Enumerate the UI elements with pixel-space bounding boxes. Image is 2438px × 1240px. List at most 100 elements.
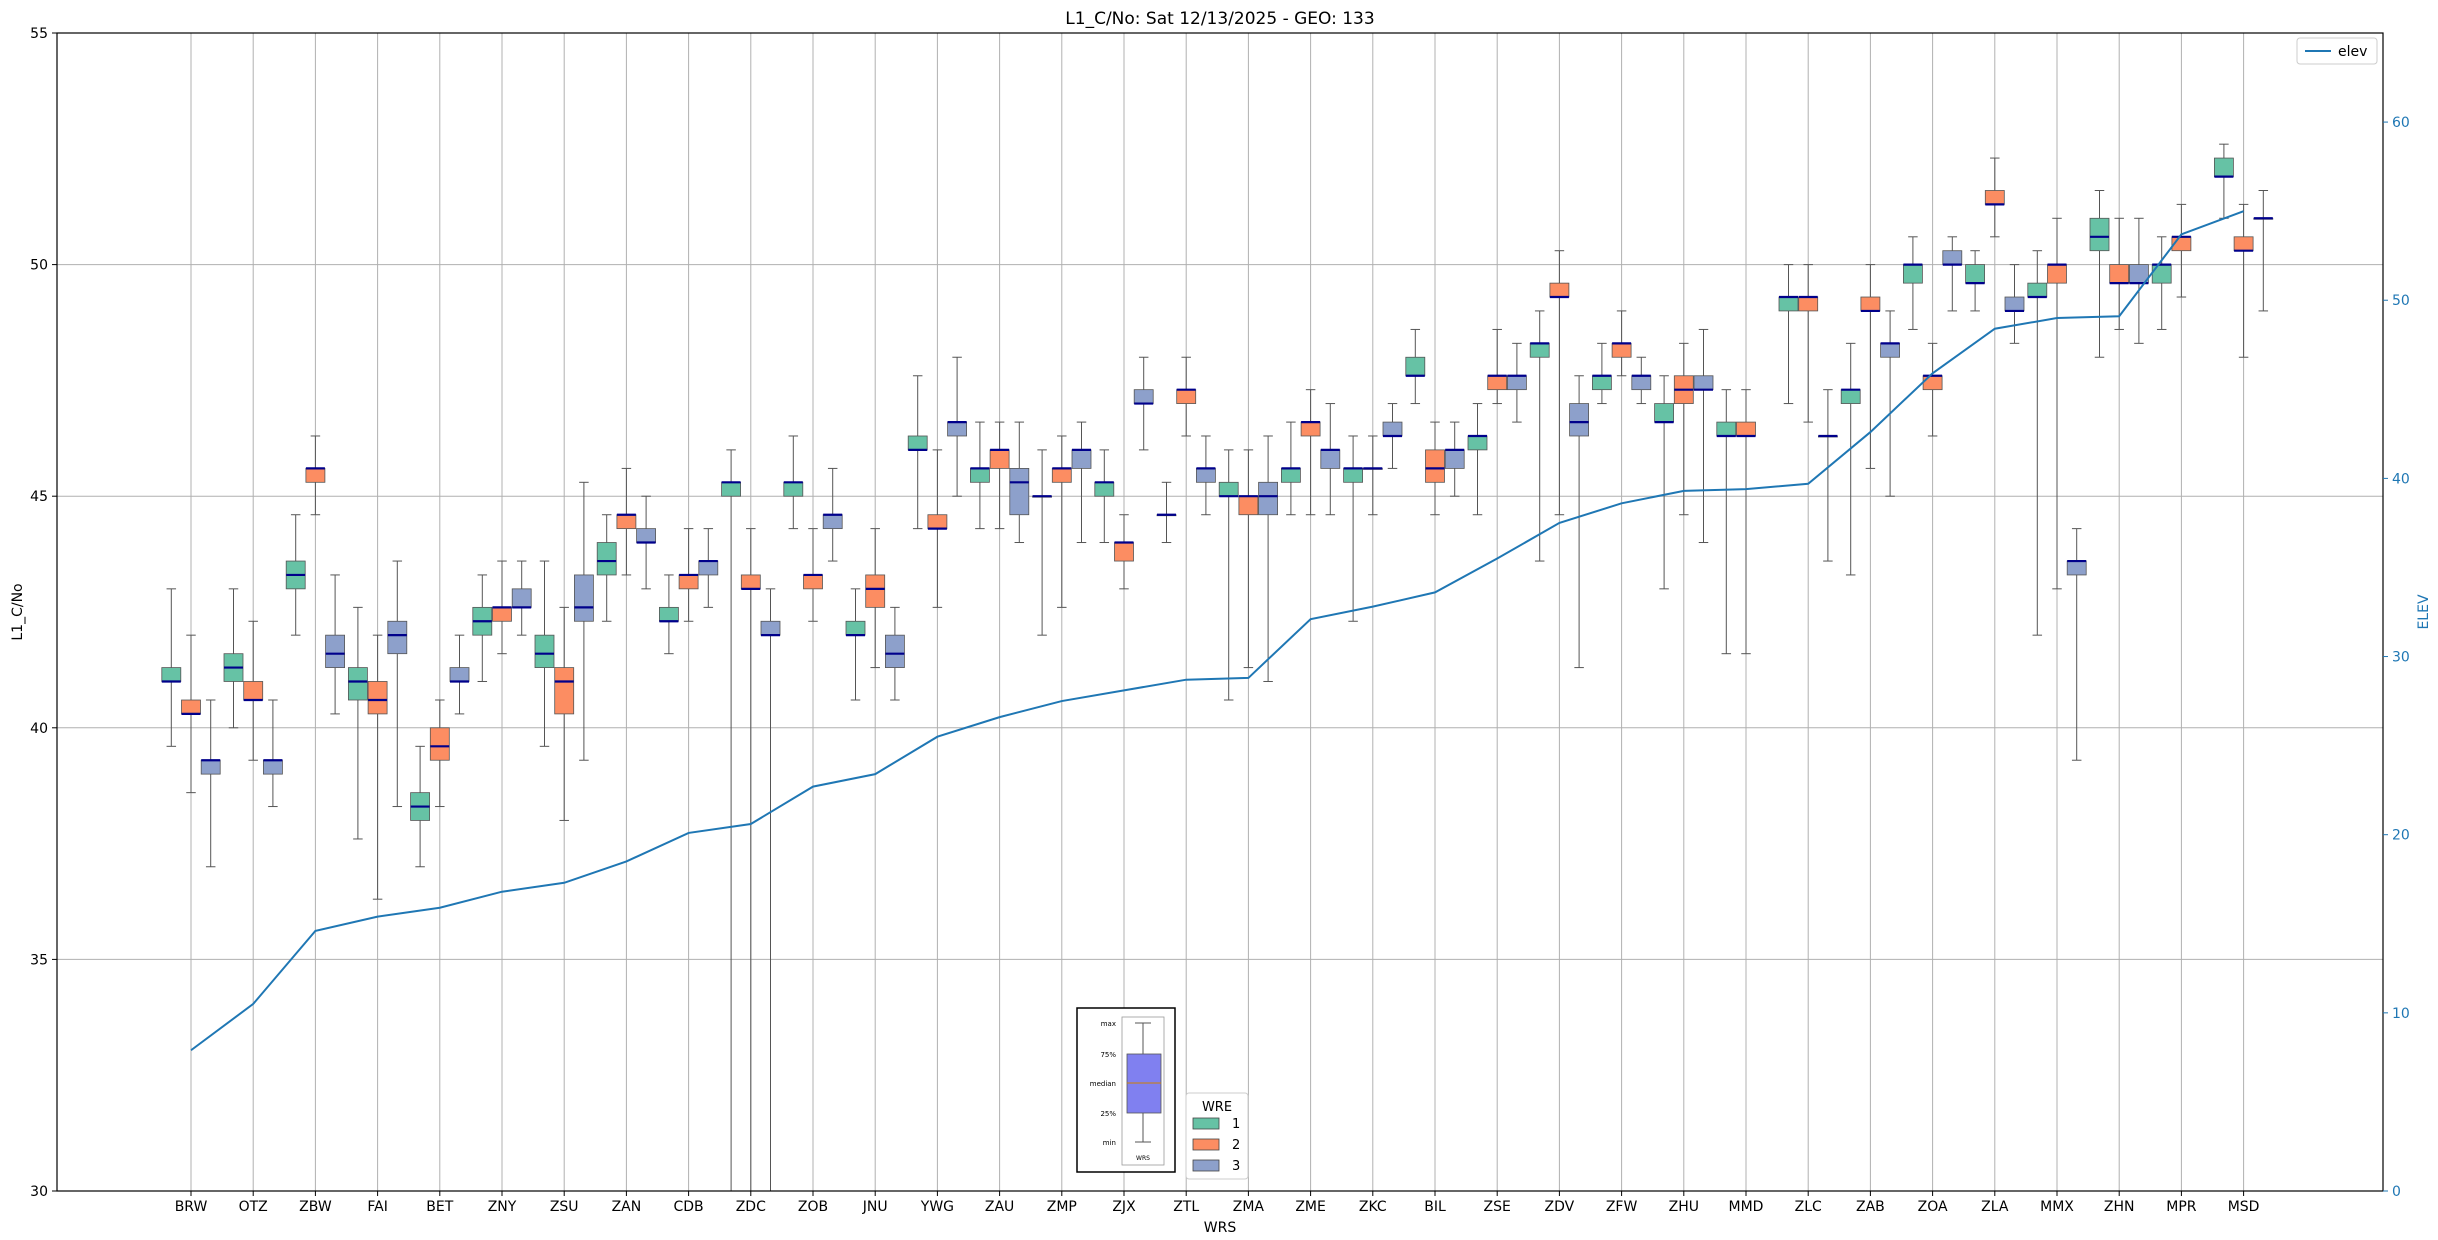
- box-mmd-1: [1716, 421, 1737, 437]
- x-tick-label: ZLA: [1981, 1199, 2009, 1215]
- box-zoa-2: [1922, 375, 1943, 391]
- wre-legend-label-3: 3: [1232, 1159, 1240, 1174]
- box-zsu-1: [534, 634, 555, 668]
- box-zsu-2: [554, 667, 575, 715]
- box-zkc-3: [1382, 421, 1403, 437]
- x-tick-label: ZTL: [1173, 1199, 1199, 1215]
- box-zjx-3: [1133, 389, 1154, 404]
- elev-line-layer: [190, 210, 2244, 1052]
- box-layer: [161, 157, 2274, 821]
- box-zab-3: [1880, 342, 1900, 358]
- box-zma-3: [1258, 481, 1278, 516]
- x-tick-label: YWG: [920, 1199, 954, 1215]
- box-zse-3: [1507, 375, 1527, 391]
- wre-legend-swatch-2: [1192, 1138, 1220, 1151]
- wre-legend-label-2: 2: [1232, 1138, 1240, 1153]
- box-zob-2: [803, 574, 823, 590]
- y-tick-label: 45: [30, 489, 48, 505]
- key-label-min: min: [1103, 1139, 1116, 1147]
- box-cdb-3: [698, 560, 719, 576]
- box-zab-1: [1840, 389, 1861, 404]
- y2-tick-label: 10: [2392, 1006, 2410, 1022]
- x-tick-label: ZFW: [1606, 1199, 1638, 1215]
- y2-axis-label: ELEV: [2416, 594, 2432, 629]
- box-zbw-2: [305, 468, 326, 483]
- box-zdv-2: [1549, 282, 1570, 298]
- box-ztl-2: [1176, 389, 1197, 404]
- axes-layer: 30 35 40 45 50 55 0 10 20 30 40 50 60 BRW OTZ ZBW FAI BET…: [30, 26, 2410, 1215]
- plot-frame: [56, 32, 2384, 1192]
- x-tick-label: ZAB: [1856, 1199, 1885, 1215]
- box-brw-1: [161, 667, 182, 682]
- box-jnu-2: [865, 574, 886, 608]
- box-zme-2: [1300, 421, 1321, 437]
- box-zdc-2: [740, 574, 761, 590]
- box-zdv-3: [1569, 403, 1589, 437]
- boxplot-key-inset: max 75% median 25% min WRS: [1076, 1007, 1176, 1173]
- box-zau-3: [1009, 468, 1030, 516]
- box-bil-2: [1425, 449, 1445, 483]
- y-tick-label: 50: [30, 258, 48, 274]
- key-label-75: 75%: [1100, 1051, 1116, 1059]
- box-zme-3: [1320, 449, 1341, 469]
- box-zla-2: [1984, 190, 2005, 205]
- x-tick-label: ZDC: [736, 1199, 766, 1215]
- elev-line: [190, 210, 2244, 1052]
- box-bil-1: [1405, 356, 1426, 377]
- x-tick-label: ZJX: [1112, 1199, 1136, 1215]
- box-zmp-2: [1051, 468, 1072, 483]
- box-zsu-3: [574, 574, 594, 622]
- x-tick-label: ZMP: [1047, 1199, 1077, 1215]
- key-xlabel: WRS: [1136, 1155, 1150, 1162]
- box-zjx-2: [1114, 542, 1134, 562]
- x-tick-label: ZNY: [488, 1199, 517, 1215]
- box-zkc-1: [1343, 468, 1363, 483]
- x-tick-label: ZSE: [1484, 1199, 1511, 1215]
- x-tick-label: ZKC: [1359, 1199, 1387, 1215]
- box-bet-3: [449, 667, 470, 682]
- box-zau-2: [989, 449, 1010, 469]
- y2-tick-label: 50: [2392, 293, 2410, 309]
- box-zdv-1: [1529, 342, 1550, 358]
- box-zma-1: [1218, 481, 1239, 497]
- box-jnu-1: [845, 620, 866, 636]
- x-tick-label: MMD: [1729, 1199, 1764, 1215]
- box-zme-1: [1281, 468, 1301, 483]
- box-cdb-2: [678, 574, 699, 590]
- y2-tick-label: 60: [2392, 115, 2410, 131]
- x-tick-label: JNU: [862, 1199, 888, 1215]
- box-zfw-1: [1592, 375, 1612, 391]
- x-tick-label: MPR: [2166, 1199, 2197, 1215]
- box-ztl-3: [1196, 468, 1216, 483]
- x-tick-label: ZME: [1295, 1199, 1326, 1215]
- box-zny-3: [511, 588, 532, 608]
- box-zob-1: [783, 481, 804, 497]
- box-zab-2: [1860, 296, 1881, 312]
- y-tick-label: 35: [30, 952, 48, 968]
- box-zbw-3: [325, 634, 346, 668]
- y2-tick-label: 40: [2392, 471, 2410, 487]
- box-zmp-3: [1071, 449, 1092, 469]
- box-mmx-2: [2047, 264, 2067, 284]
- x-tick-label: MMX: [2040, 1199, 2074, 1215]
- box-zfw-3: [1631, 375, 1652, 391]
- box-zfw-2: [1611, 342, 1632, 358]
- box-otz-3: [262, 759, 283, 775]
- box-zla-1: [1965, 264, 1985, 284]
- y2-tick-label: 20: [2392, 828, 2410, 844]
- x-tick-label: ZMA: [1233, 1199, 1265, 1215]
- box-zan-2: [616, 514, 637, 530]
- box-zjx-1: [1094, 481, 1115, 497]
- x-tick-label: ZLC: [1795, 1199, 1822, 1215]
- y2-tick-label: 0: [2392, 1184, 2401, 1200]
- wre-legend-title: WRE: [1202, 1100, 1232, 1115]
- box-zdc-3: [760, 620, 781, 636]
- x-tick-label: BRW: [175, 1199, 208, 1215]
- box-bil-3: [1444, 449, 1465, 469]
- elev-legend: elev: [2296, 37, 2378, 65]
- wre-legend-label-1: 1: [1232, 1117, 1240, 1132]
- box-zan-1: [596, 542, 617, 576]
- box-cdb-1: [659, 606, 679, 622]
- y-axis-label: L1_C/No: [10, 583, 26, 640]
